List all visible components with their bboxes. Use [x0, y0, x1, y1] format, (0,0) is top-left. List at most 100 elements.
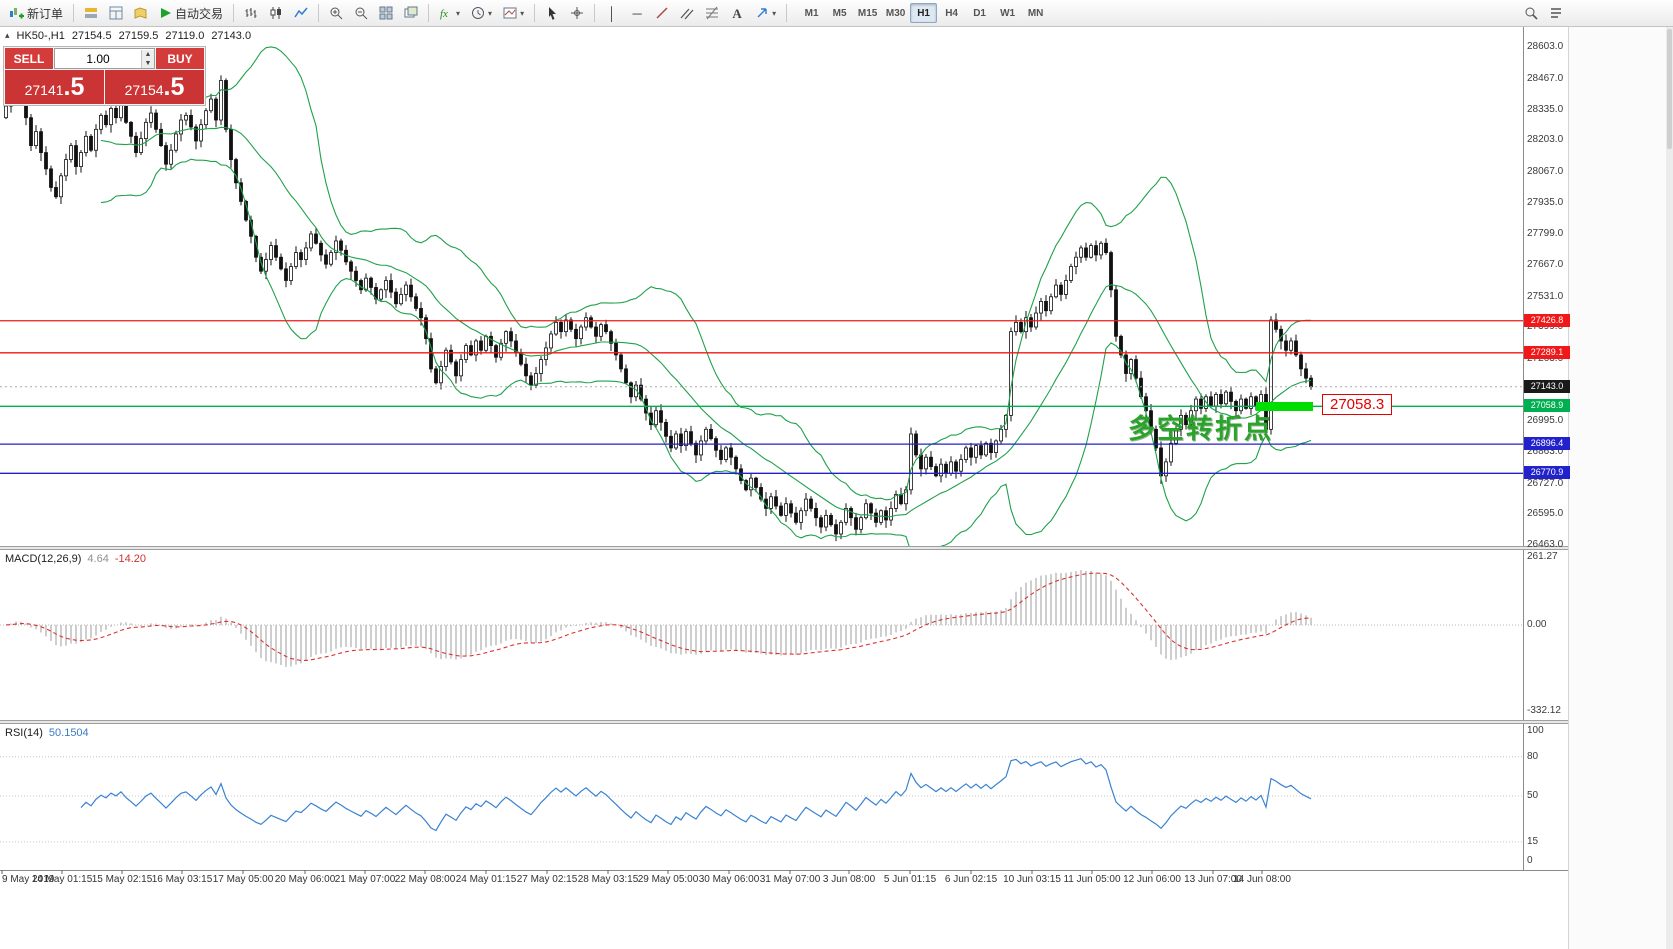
timeframe-h4-button[interactable]: H4 — [945, 7, 958, 19]
one-click-collapse-arrow[interactable]: ▴ — [5, 30, 10, 40]
buy-button[interactable]: BUY — [156, 48, 204, 69]
candles-layer — [4, 73, 1313, 542]
new-order-button[interactable]: 新订单 — [4, 2, 68, 24]
horizontal-line-tool-button[interactable]: ─ — [625, 2, 649, 24]
autotrading-label: 自动交易 — [175, 6, 224, 21]
arrows-tool-button[interactable]: ▾ — [750, 2, 781, 24]
vertical-line-tool-button[interactable]: │ — [600, 2, 624, 24]
timeframe-mn-button[interactable]: MN — [1027, 7, 1044, 19]
bar-chart-button[interactable] — [239, 2, 263, 24]
sell-price-fraction: .5 — [63, 73, 85, 101]
timeframe-d1-button[interactable]: D1 — [973, 7, 986, 19]
macd-signal-line — [5, 572, 1312, 662]
one-click-trading-panel: SELL ▲ ▼ BUY 27141.5 27154.5 — [3, 46, 206, 106]
chart-ohlc-header: ▴ HK50-,H1 27154.5 27159.5 27119.0 27143… — [5, 30, 251, 42]
timeframe-m1-button[interactable]: M1 — [804, 7, 819, 19]
zoom-out-icon — [355, 7, 368, 20]
trendline-tool-button[interactable] — [650, 2, 674, 24]
vertical-line-icon: │ — [608, 5, 617, 21]
panel-divider[interactable] — [0, 720, 1568, 724]
macd-histogram — [10, 570, 1312, 667]
data-window-icon — [109, 6, 123, 20]
timeframe-h1-button[interactable]: H1 — [910, 3, 938, 23]
templates-dropdown-button[interactable]: ▾ — [498, 2, 529, 24]
tile-windows-button[interactable] — [374, 2, 398, 24]
equidistant-channel-icon — [680, 8, 694, 20]
dropdown-arrow-icon: ▾ — [520, 8, 525, 18]
dropdown-arrow-icon: ▾ — [456, 8, 461, 18]
search-icon — [1525, 7, 1538, 20]
sell-price-main: 27141 — [24, 82, 64, 98]
toolbox-icon — [1551, 8, 1561, 18]
price-tag-annotation[interactable]: 27058.3 — [1322, 394, 1393, 415]
timeframe-button-group: M1 M5 M15 M30 H1 H4 D1 W1 MN — [798, 3, 1049, 23]
timeframe-w1-button[interactable]: W1 — [1000, 7, 1016, 19]
zoom-in-button[interactable] — [324, 2, 348, 24]
svg-text:fx: fx — [440, 8, 448, 20]
lot-decrease-button[interactable]: ▼ — [142, 58, 154, 68]
zoom-out-button[interactable] — [349, 2, 373, 24]
rsi-value: 50.1504 — [48, 727, 89, 739]
arrange-windows-button[interactable] — [399, 2, 423, 24]
sell-price-display[interactable]: 27141.5 — [5, 70, 104, 104]
lot-size-control: ▲ ▼ — [54, 48, 155, 69]
indicators-dropdown-button[interactable]: fx ▾ — [434, 2, 465, 24]
autotrading-button[interactable]: 自动交易 — [154, 2, 228, 24]
main-toolbar: 新订单 自动交易 — [0, 0, 1673, 27]
symbol-period-label: HK50-,H1 — [16, 30, 65, 42]
panel-divider[interactable] — [0, 546, 1568, 550]
highlight-zone-bar[interactable] — [1256, 402, 1313, 411]
candlestick-chart-button[interactable] — [264, 2, 288, 24]
crosshair-button[interactable] — [565, 2, 589, 24]
indicators-icon: fx — [440, 8, 448, 20]
vertical-scrollbar[interactable] — [1666, 27, 1673, 949]
dropdown-arrow-icon: ▾ — [488, 8, 493, 18]
sell-button[interactable]: SELL — [5, 48, 53, 69]
toolbar-separator — [534, 4, 536, 22]
toolbar-separator — [318, 4, 320, 22]
data-window-button[interactable] — [104, 2, 128, 24]
timeframe-m15-button[interactable]: M15 — [857, 7, 878, 19]
navigator-button[interactable] — [129, 2, 153, 24]
tile-windows-icon — [379, 6, 393, 20]
crosshair-icon — [571, 7, 584, 19]
timeframe-m5-button[interactable]: M5 — [832, 7, 847, 19]
right-empty-strip — [1568, 27, 1673, 949]
trendline-icon — [656, 7, 668, 19]
periods-clock-icon — [472, 7, 485, 19]
toolbar-separator — [428, 4, 430, 22]
cursor-button[interactable] — [540, 2, 564, 24]
market-watch-button[interactable] — [79, 2, 103, 24]
open-value: 27154.5 — [71, 30, 112, 42]
fibonacci-tool-button[interactable] — [700, 2, 724, 24]
lot-increase-button[interactable]: ▲ — [142, 49, 154, 59]
market-watch-icon — [85, 8, 98, 18]
timeframe-m30-button[interactable]: M30 — [885, 7, 906, 19]
text-tool-button[interactable]: A — [725, 2, 749, 24]
lot-size-input[interactable] — [55, 51, 141, 66]
bar-chart-icon — [245, 8, 257, 18]
navigator-icon — [134, 7, 147, 19]
toolbox-button[interactable] — [1544, 2, 1568, 24]
zoom-in-icon — [330, 7, 343, 20]
macd-name: MACD(12,26,9) — [5, 553, 82, 565]
periods-dropdown-button[interactable]: ▾ — [466, 2, 497, 24]
arrange-windows-icon — [404, 6, 418, 18]
buy-price-main: 27154 — [124, 82, 164, 98]
rsi-name: RSI(14) — [5, 727, 43, 739]
scrollbar-thumb[interactable] — [1667, 29, 1672, 149]
line-chart-button[interactable] — [289, 2, 313, 24]
search-button[interactable] — [1519, 2, 1543, 24]
close-value: 27143.0 — [211, 30, 252, 42]
lot-spinner: ▲ ▼ — [141, 49, 154, 68]
low-value: 27119.0 — [165, 30, 205, 42]
channel-tool-button[interactable] — [675, 2, 699, 24]
autotrading-play-icon — [161, 8, 172, 18]
horizontal-line-icon: ─ — [632, 5, 642, 21]
macd-indicator-label: MACD(12,26,9) 4.64 -14.20 — [5, 553, 146, 565]
text-tool-icon: A — [732, 5, 742, 21]
rsi-line — [80, 758, 1312, 832]
buy-price-display[interactable]: 27154.5 — [105, 70, 204, 104]
